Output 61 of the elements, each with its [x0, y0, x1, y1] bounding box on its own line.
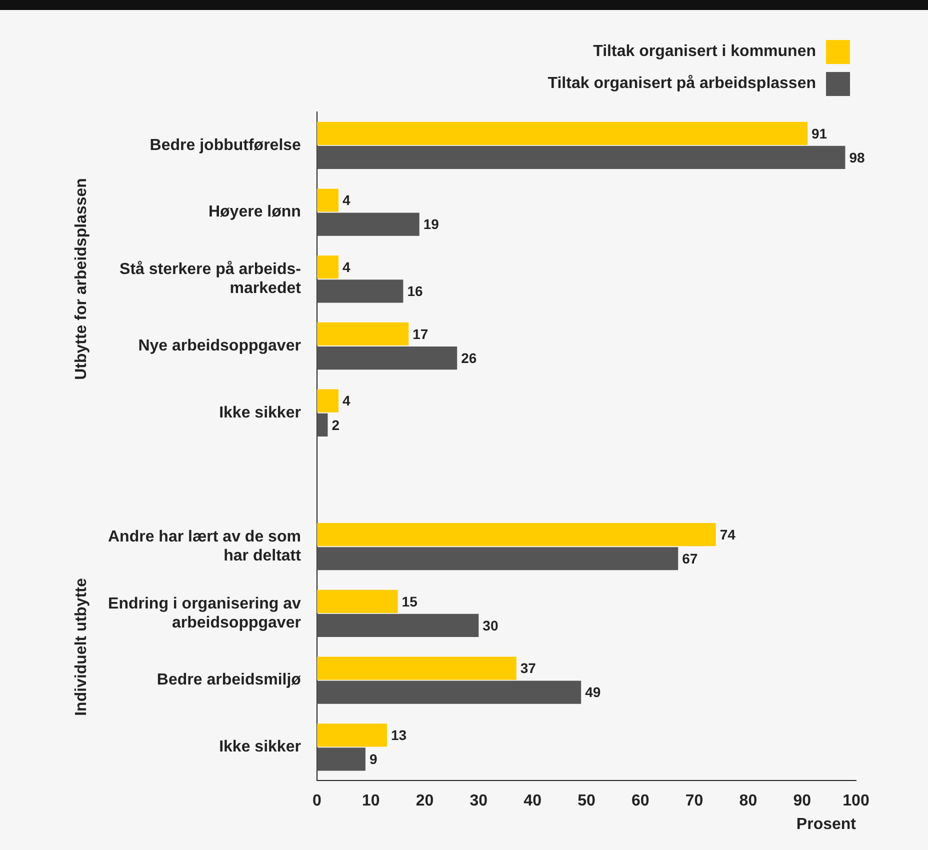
x-tick-label: 20: [416, 792, 434, 810]
x-tick-label: 60: [631, 792, 650, 810]
text: Utbytte for arbeidsplassen: [73, 178, 91, 380]
x-tick-label: 70: [685, 792, 704, 810]
data-label: 67: [682, 550, 698, 566]
data-label: 16: [407, 283, 423, 300]
bar: [316, 280, 404, 303]
bar: [316, 523, 716, 546]
bar: [316, 122, 808, 145]
data-label: 91: [811, 125, 828, 142]
bar: [316, 188, 339, 212]
bar: [316, 748, 366, 771]
data-label: 98: [849, 149, 866, 166]
data-label: 30: [482, 617, 498, 634]
bar: [316, 346, 458, 370]
x-tick-label: 100: [842, 792, 870, 810]
text: Individuelt utbytte: [73, 578, 91, 716]
x-tick-label: 10: [362, 792, 380, 810]
legend-label: Tiltak organisert på arbeidsplassen: [548, 75, 816, 93]
bar: [316, 590, 398, 613]
bar: [316, 413, 328, 436]
y-tick-label: Bedre jobbutførelse: [150, 136, 302, 154]
x-tick-label: 40: [524, 792, 542, 810]
y-tick-label: Stå sterkere på arbeids- markedet: [120, 260, 302, 298]
y-tick-label: Ikke sikker: [219, 738, 301, 756]
bar: [316, 547, 678, 570]
y-tick-label: Andre har lært av de som har deltatt: [108, 528, 302, 565]
y-tick-label: Endring i organisering av arbeidsoppgaver: [108, 595, 302, 632]
data-label: 49: [585, 684, 601, 700]
data-label: 9: [369, 751, 378, 768]
bar: [316, 656, 516, 680]
bar: [316, 389, 339, 412]
data-label: 4: [342, 192, 351, 208]
data-label: 4: [342, 392, 351, 409]
x-tick-label: 0: [312, 792, 322, 810]
x-tick-label: 90: [793, 792, 812, 810]
bar: [316, 680, 582, 704]
legend-label: Tiltak organisert i kommunen: [593, 43, 816, 61]
bar: [316, 614, 479, 638]
bar: [316, 212, 420, 236]
data-label: 17: [412, 326, 428, 342]
bar: [316, 256, 339, 279]
data-label: 2: [332, 416, 340, 433]
data-label: 26: [461, 350, 477, 366]
y-tick-label: Nye arbeidsoppgaver: [138, 337, 301, 354]
data-label: 37: [520, 660, 536, 676]
bar: [316, 724, 388, 747]
y-tick-label: Høyere lønn: [208, 204, 301, 221]
y-tick-label: Ikke sikker: [219, 404, 301, 422]
x-tick-label: 30: [470, 792, 488, 810]
data-label: 4: [342, 258, 351, 275]
x-tick-label: 50: [578, 792, 596, 810]
data-label: 74: [720, 526, 736, 542]
data-label: 19: [423, 216, 440, 232]
bar: [316, 322, 409, 346]
x-axis-title: Prosent: [796, 816, 857, 833]
y-tick-label: Bedre arbeidsmiljø: [156, 672, 302, 689]
bar: [316, 146, 846, 170]
data-label: 15: [402, 593, 418, 610]
x-tick-label: 80: [739, 792, 758, 810]
data-label: 13: [391, 726, 407, 743]
